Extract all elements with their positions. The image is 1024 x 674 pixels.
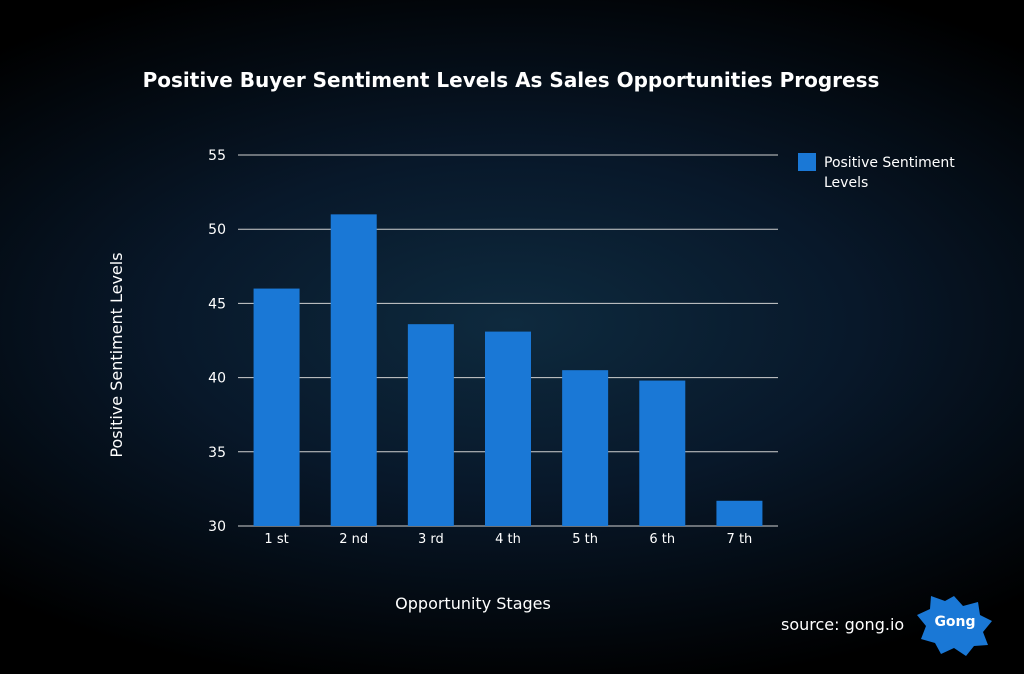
- x-tick-label: 3 rd: [418, 532, 444, 547]
- y-axis-ticks: 30 35 40 45 50 55: [208, 148, 226, 535]
- x-axis-ticks: 1 st 2 nd 3 rd 4 th 5 th 6 th 7 th: [264, 532, 752, 547]
- x-tick-label: 6 th: [649, 532, 675, 547]
- y-tick-label: 35: [208, 445, 226, 461]
- bar-2: [330, 214, 377, 527]
- bar-1: [253, 288, 300, 526]
- y-tick-label: 55: [208, 148, 226, 164]
- x-tick-label: 7 th: [727, 532, 753, 547]
- bar-3: [407, 324, 454, 526]
- chart-title: Positive Buyer Sentiment Levels As Sales…: [143, 68, 880, 92]
- y-axis-label: Positive Sentiment Levels: [107, 252, 126, 457]
- x-tick-label: 1 st: [264, 532, 288, 547]
- bar-6: [639, 380, 686, 526]
- legend-label-line: Positive Sentiment: [824, 155, 955, 171]
- bars: [253, 214, 763, 527]
- x-tick-label: 5 th: [572, 532, 598, 547]
- legend: Positive Sentiment Levels: [798, 153, 955, 191]
- y-tick-label: 40: [208, 371, 226, 387]
- x-axis-label: Opportunity Stages: [395, 594, 551, 613]
- x-tick-label: 4 th: [495, 532, 521, 547]
- logo-text: Gong: [934, 614, 975, 630]
- legend-label: Positive Sentiment Levels: [824, 155, 955, 191]
- legend-swatch: [798, 153, 816, 171]
- legend-label-line: Levels: [824, 175, 868, 191]
- bar-7: [716, 500, 763, 526]
- x-tick-label: 2 nd: [339, 532, 368, 547]
- y-tick-label: 45: [208, 296, 226, 312]
- bar-5: [562, 370, 609, 526]
- y-tick-label: 30: [208, 519, 226, 535]
- gong-logo: Gong: [917, 596, 992, 656]
- y-tick-label: 50: [208, 222, 226, 238]
- source-note: source: gong.io: [781, 615, 904, 634]
- logo-burst-icon: [917, 596, 992, 656]
- bar-4: [485, 331, 531, 526]
